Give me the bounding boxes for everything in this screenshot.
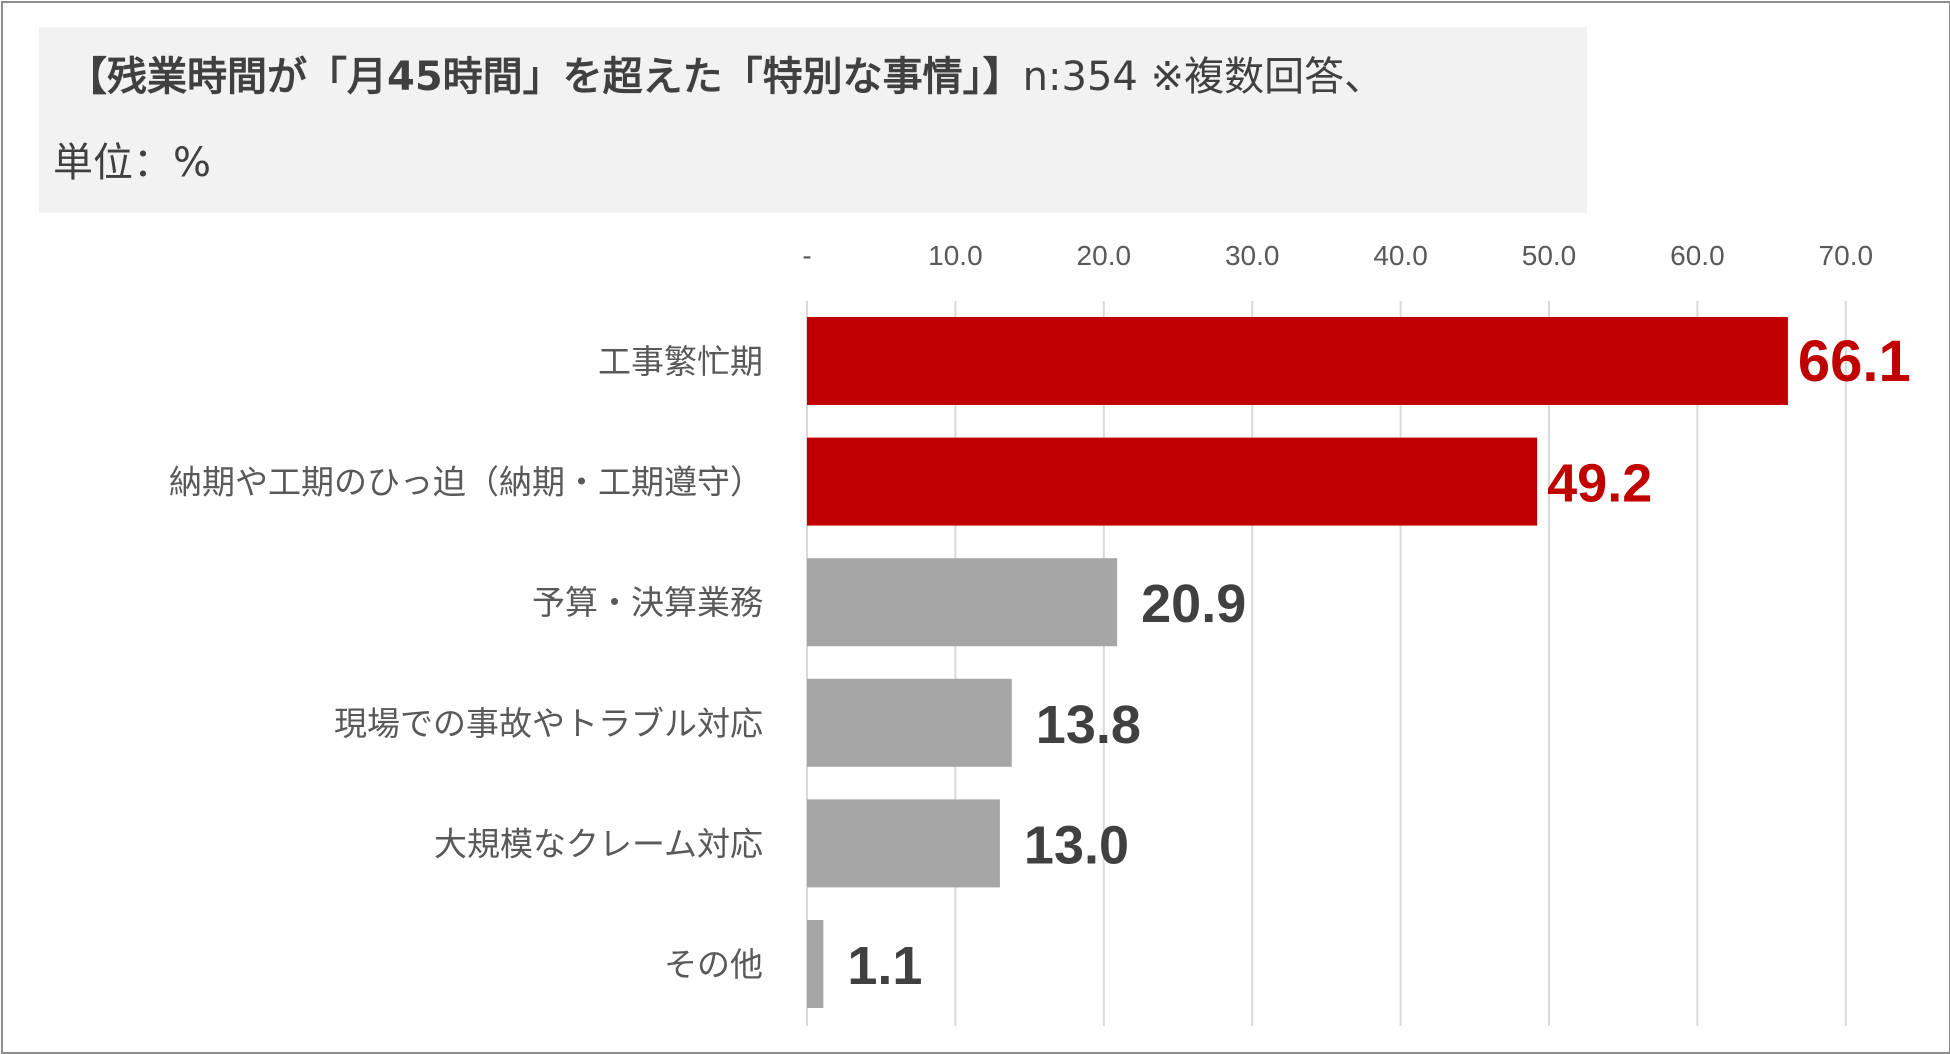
- bar: [807, 317, 1788, 405]
- x-axis-ticks: - 10.0 20.0 30.0 40.0 50.0 60.0 70.0: [802, 240, 1873, 271]
- tick-label: 50.0: [1522, 240, 1577, 271]
- tick-label: 60.0: [1670, 240, 1725, 271]
- category-label: 工事繁忙期: [598, 342, 763, 381]
- tick-label: 10.0: [928, 240, 983, 271]
- chart-title: 【残業時間が「月45時間」を超えた「特別な事情」】: [67, 54, 1023, 100]
- data-label: 20.9: [1141, 574, 1246, 634]
- tick-label: 70.0: [1819, 240, 1874, 271]
- bar: [807, 678, 1012, 767]
- data-label: 1.1: [847, 936, 922, 996]
- bar: [807, 437, 1538, 526]
- tick-label: 40.0: [1373, 240, 1428, 271]
- data-label: 13.0: [1024, 815, 1129, 875]
- bar: [807, 799, 1000, 888]
- bar-chart: - 10.0 20.0 30.0 40.0 50.0 60.0 70.0 工事繁忙期納期や工期…: [169, 240, 1911, 1026]
- data-label: 66.1: [1798, 329, 1911, 394]
- chart-title-line: 【残業時間が「月45時間」を超えた「特別な事情」】n:354 ※複数回答、: [67, 51, 1384, 103]
- title-box: 【残業時間が「月45時間」を超えた「特別な事情」】n:354 ※複数回答、 単位…: [39, 27, 1587, 213]
- bar: [807, 920, 824, 1008]
- tick-label: -: [802, 240, 811, 271]
- category-label: 予算・決算業務: [532, 583, 763, 622]
- data-label: 13.8: [1036, 695, 1141, 755]
- chart-note: n:354 ※複数回答、: [1022, 54, 1385, 100]
- category-label: その他: [664, 945, 763, 984]
- data-labels: 66.1 49.2 20.9 13.8 13.0 1.1: [847, 329, 1910, 996]
- chart-unit: 単位：%: [53, 140, 212, 186]
- tick-label: 20.0: [1077, 240, 1132, 271]
- bar: [807, 558, 1118, 647]
- category-label: 大規模なクレーム対応: [434, 824, 763, 863]
- category-label: 納期や工期のひっ迫（納期・工期遵守）: [169, 463, 763, 502]
- tick-label: 30.0: [1225, 240, 1280, 271]
- gridlines: [806, 301, 1847, 1026]
- data-label: 49.2: [1547, 454, 1652, 514]
- bars: [807, 317, 1788, 1008]
- category-label: 現場での事故やトラブル対応: [334, 704, 763, 743]
